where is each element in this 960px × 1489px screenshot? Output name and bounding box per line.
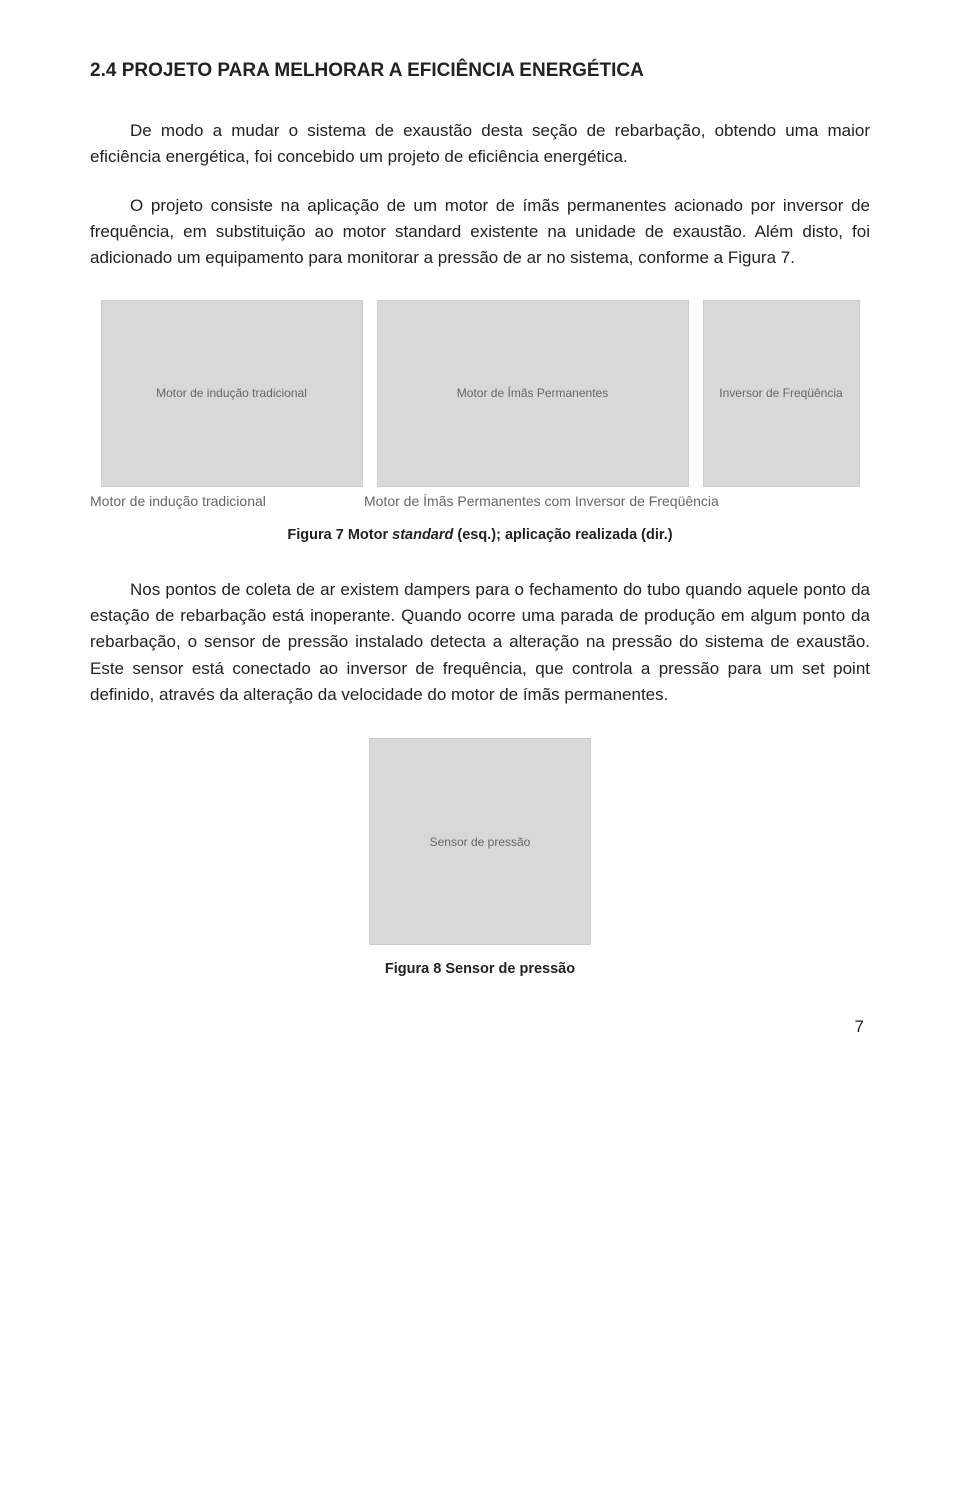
figure-8-caption: Figura 8 Sensor de pressão bbox=[90, 961, 870, 977]
paragraph-3: Nos pontos de coleta de ar existem dampe… bbox=[90, 577, 870, 709]
figure-7-image-right: Inversor de Freqüência bbox=[703, 300, 860, 487]
figure-7-caption-suffix: (esq.); aplicação realizada (dir.) bbox=[453, 527, 672, 543]
figure-7-image-middle: Motor de Ímãs Permanentes bbox=[377, 300, 689, 487]
figure-7-subcaption-left: Motor de indução tradicional bbox=[90, 493, 350, 509]
page: 2.4 PROJETO PARA MELHORAR A EFICIÊNCIA E… bbox=[0, 0, 960, 1077]
figure-7-images: Motor de indução tradicional Motor de Ím… bbox=[90, 300, 870, 487]
figure-7-subcaptions: Motor de indução tradicional Motor de Ím… bbox=[90, 493, 870, 509]
figure-7-caption-italic: standard bbox=[392, 527, 453, 543]
figure-7: Motor de indução tradicional Motor de Ím… bbox=[90, 300, 870, 509]
figure-7-image-left: Motor de indução tradicional bbox=[101, 300, 363, 487]
figure-7-caption-prefix: Figura 7 Motor bbox=[287, 527, 392, 543]
paragraph-1: De modo a mudar o sistema de exaustão de… bbox=[90, 118, 870, 171]
figure-8: Sensor de pressão bbox=[90, 738, 870, 945]
page-number: 7 bbox=[90, 1017, 870, 1037]
section-heading: 2.4 PROJETO PARA MELHORAR A EFICIÊNCIA E… bbox=[90, 60, 870, 82]
paragraph-2: O projeto consiste na aplicação de um mo… bbox=[90, 193, 870, 272]
figure-8-image: Sensor de pressão bbox=[369, 738, 591, 945]
figure-7-caption: Figura 7 Motor standard (esq.); aplicaçã… bbox=[90, 527, 870, 543]
figure-7-subcaption-right: Motor de Ímãs Permanentes com Inversor d… bbox=[364, 493, 843, 509]
